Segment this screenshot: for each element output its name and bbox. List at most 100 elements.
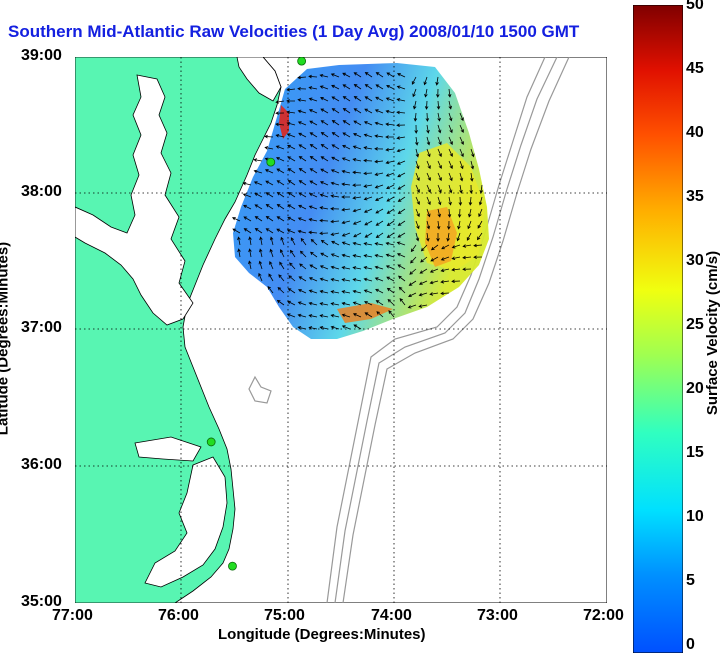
velocity-arrow-icon [308, 205, 318, 210]
velocity-arrow-icon [364, 232, 373, 238]
velocity-arrow-icon [254, 228, 263, 234]
velocity-arrow-icon [448, 100, 452, 110]
velocity-arrow-icon [330, 265, 340, 270]
velocity-arrow-icon [397, 264, 406, 270]
velocity-arrow-icon [386, 287, 395, 294]
velocity-arrow-icon [232, 217, 241, 222]
velocity-arrow-icon [385, 172, 395, 177]
velocity-arrow-icon [375, 196, 384, 201]
velocity-arrow-icon [330, 207, 340, 211]
velocity-arrow-icon [447, 220, 451, 230]
velocity-arrow-icon [385, 253, 395, 258]
velocity-arrow-icon [478, 196, 483, 206]
velocity-arrow-icon [331, 156, 340, 162]
velocity-arrow-icon [462, 244, 472, 248]
velocity-arrow-icon [275, 100, 285, 104]
velocity-arrow-icon [243, 204, 252, 210]
station-marker-icon [266, 157, 276, 167]
velocity-arrow-icon [437, 184, 442, 194]
velocity-arrow-icon [436, 232, 440, 242]
velocity-arrow-icon [341, 157, 351, 162]
colorbar-tick-label: 25 [686, 316, 704, 333]
velocity-arrow-icon [437, 208, 442, 218]
velocity-arrow-icon [352, 241, 362, 246]
velocity-arrow-icon [341, 220, 351, 225]
velocity-arrow-icon [353, 232, 362, 238]
bathymetry-contours [248, 57, 570, 603]
velocity-arrow-icon [352, 208, 362, 213]
velocity-arrow-icon [363, 254, 373, 258]
velocity-arrow-icon [385, 147, 395, 152]
velocity-arrow-icon [330, 73, 340, 78]
velocity-arrow-icon [470, 160, 475, 170]
velocity-arrow-icon [477, 220, 483, 229]
velocity-arrow-icon [374, 253, 384, 258]
velocity-arrow-icon [364, 300, 373, 306]
velocity-arrow-icon [342, 120, 351, 126]
velocity-arrow-icon [397, 232, 406, 238]
velocity-arrow-icon [275, 133, 285, 138]
velocity-arrow-icon [447, 88, 452, 98]
velocity-arrow-icon [320, 156, 329, 162]
velocity-arrow-icon [320, 132, 329, 138]
velocity-arrow-icon [363, 289, 373, 294]
velocity-arrow-icon [437, 112, 441, 122]
velocity-arrow-icon [287, 216, 296, 222]
velocity-arrow-icon [276, 216, 285, 222]
velocity-arrow-icon [299, 263, 307, 270]
velocity-arrow-icon [310, 238, 318, 246]
velocity-arrow-icon [466, 232, 472, 241]
y-axis-label: Latitude (Degrees:Minutes) [0, 241, 12, 436]
velocity-arrow-icon [286, 313, 296, 318]
velocity-arrow-icon [341, 325, 351, 330]
velocity-arrow-icon [352, 278, 362, 282]
velocity-arrow-icon [352, 289, 362, 294]
velocity-arrow-icon [415, 160, 420, 170]
velocity-arrow-icon [309, 132, 318, 138]
velocity-arrow-icon [298, 289, 307, 294]
velocity-arrow-icon [298, 276, 307, 282]
velocity-arrow-icon [385, 122, 395, 127]
velocity-arrow-icon [396, 136, 406, 140]
velocity-arrow-icon [308, 301, 318, 306]
velocity-arrow-icon [386, 220, 395, 226]
velocity-arrow-icon [418, 304, 428, 308]
velocity-arrow-icon [435, 76, 439, 86]
velocity-arrow-icon [341, 266, 351, 270]
velocity-arrow-icon [269, 260, 274, 270]
velocity-arrow-icon [424, 100, 429, 110]
pamlico-sound [144, 456, 228, 588]
velocity-arrow-icon [265, 228, 274, 234]
velocity-arrow-icon [259, 236, 263, 246]
velocity-arrow-icon [476, 232, 483, 241]
velocity-arrow-icon [331, 132, 340, 138]
velocity-arrow-icon [276, 168, 285, 174]
velocity-arrow-icon [375, 72, 384, 78]
velocity-arrow-icon [309, 120, 318, 126]
y-tick-label: 38:00 [21, 183, 62, 200]
velocity-arrow-icon [448, 148, 453, 158]
velocity-arrow-icon [352, 313, 362, 318]
velocity-arrow-icon [448, 124, 453, 134]
velocity-arrow-icon [426, 172, 431, 182]
velocity-arrow-icon [319, 218, 329, 223]
colorbar-tick-label: 0 [686, 636, 695, 653]
velocity-arrow-icon [386, 84, 395, 90]
velocity-arrow-icon [363, 146, 373, 150]
velocity-arrow-icon [287, 288, 296, 294]
velocity-arrow-icon [353, 324, 362, 330]
x-tick-label: 74:00 [371, 607, 412, 624]
velocity-arrow-icon [374, 277, 384, 282]
velocity-arrow-icon [414, 124, 418, 134]
velocity-arrow-icon [300, 237, 307, 246]
colorbar [633, 5, 683, 653]
velocity-arrow-icon [396, 148, 406, 153]
velocity-arrow-icon [278, 274, 285, 282]
velocity-arrow-icon [426, 124, 430, 134]
velocity-arrow-icon [448, 136, 453, 146]
velocity-arrow-icon [253, 169, 263, 174]
colorbar-tick-label: 15 [686, 444, 704, 461]
y-tick-label: 35:00 [21, 593, 62, 610]
velocity-arrow-icon [309, 264, 318, 270]
velocity-arrow-icon [297, 98, 307, 102]
